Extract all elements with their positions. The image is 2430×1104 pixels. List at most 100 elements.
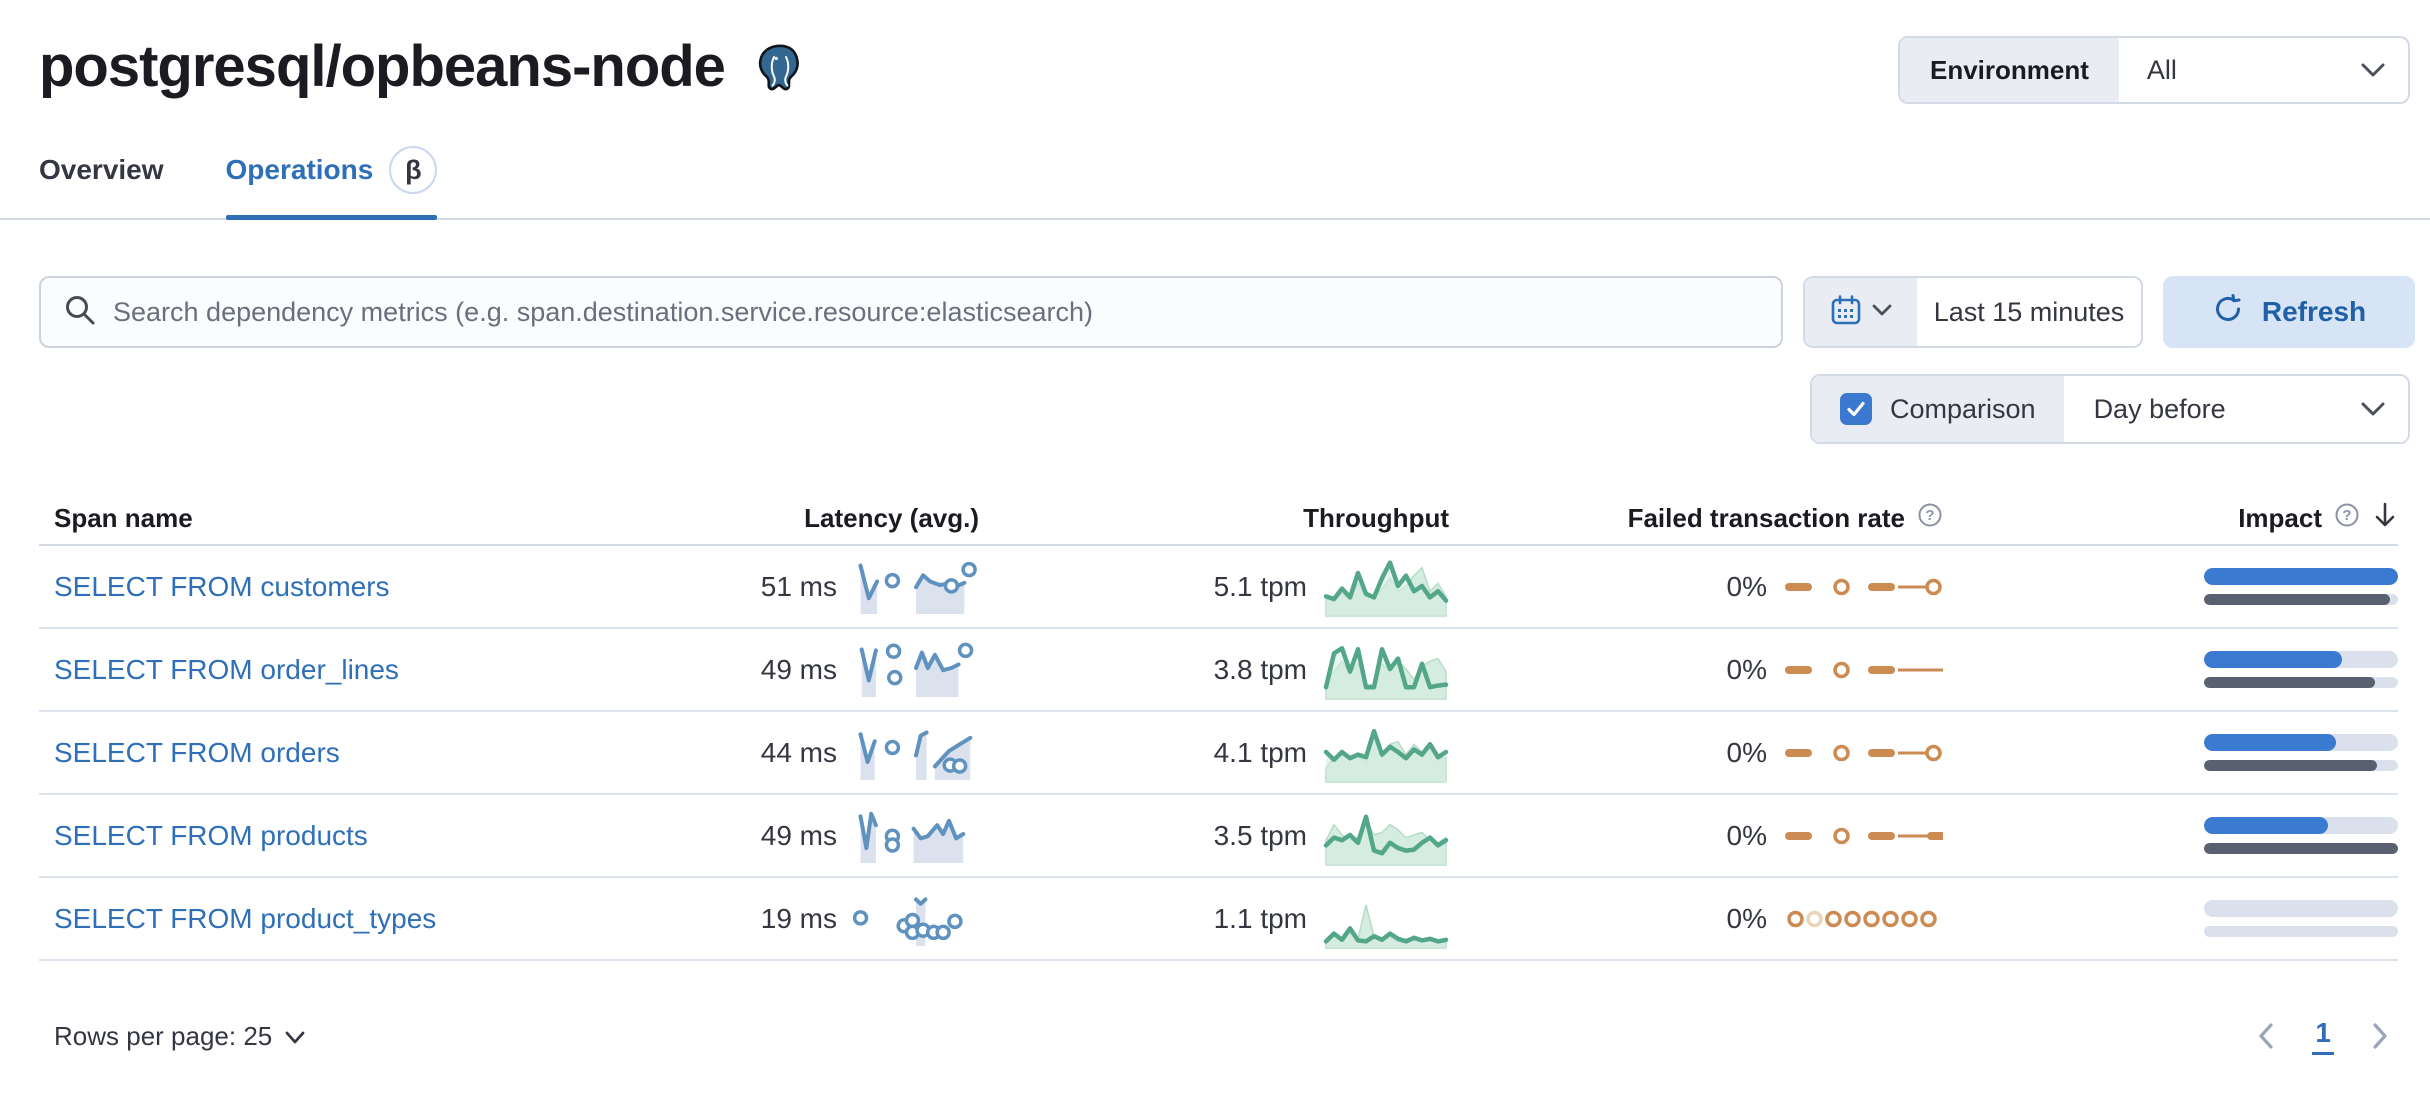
svg-text:?: ? (1925, 507, 1934, 524)
search-icon (63, 293, 97, 332)
impact-cell (1943, 651, 2398, 688)
impact-bar-previous (2204, 594, 2398, 605)
ftr-value: 0% (1726, 736, 1767, 768)
operations-table: Span name Latency (avg.) Throughput Fail… (39, 492, 2398, 961)
throughput-value: 3.5 tpm (1213, 819, 1307, 851)
failed-rate-sparkline (1785, 744, 1942, 761)
column-throughput: Throughput (1303, 502, 1449, 533)
impact-cell (1943, 734, 2398, 771)
chevron-down-icon (1872, 303, 1892, 322)
latency-sparkline (859, 642, 974, 697)
refresh-icon (2212, 293, 2244, 332)
throughput-value: 1.1 tpm (1213, 902, 1307, 934)
throughput-sparkline (1323, 559, 1449, 617)
table-row: SELECT FROM customers 51 ms 5.1 tpm 0% (39, 546, 2398, 629)
tabs-bar: Overview Operations β (0, 146, 2430, 220)
throughput-value: 3.8 tpm (1213, 653, 1307, 685)
table-header: Span name Latency (avg.) Throughput Fail… (39, 492, 2398, 546)
ftr-value: 0% (1726, 819, 1767, 851)
environment-label: Environment (1900, 38, 2119, 102)
table-row: SELECT FROM products 49 ms 3.5 tpm 0% (39, 795, 2398, 878)
failed-rate-sparkline (1785, 578, 1942, 595)
throughput-sparkline (1323, 814, 1449, 866)
time-range-value: Last 15 minutes (1933, 296, 2125, 327)
impact-bar-current (2204, 651, 2398, 668)
impact-bar-current (2204, 817, 2398, 834)
comparison-control: Comparison Day before (1810, 374, 2410, 444)
latency-sparkline (853, 896, 963, 946)
throughput-sparkline (1323, 645, 1449, 700)
latency-value: 49 ms (760, 819, 837, 851)
question-icon[interactable]: ? (1917, 502, 1943, 535)
throughput-sparkline (1323, 904, 1449, 949)
tab-overview[interactable]: Overview (39, 146, 164, 218)
comparison-select[interactable]: Day before (2063, 376, 2408, 442)
column-latency: Latency (avg.) (804, 502, 979, 533)
span-name-link[interactable]: SELECT FROM order_lines (54, 653, 399, 685)
sort-descending-icon (2372, 501, 2398, 536)
failed-rate-sparkline (1785, 827, 1943, 844)
tab-overview-label: Overview (39, 154, 164, 185)
impact-bar-previous (2204, 760, 2398, 771)
next-page-button[interactable] (2370, 1021, 2390, 1051)
ftr-value: 0% (1726, 570, 1767, 602)
search-input[interactable] (113, 296, 1759, 328)
page-header: postgresql/opbeans-node Environment All (0, 0, 2430, 104)
latency-value: 19 ms (760, 902, 837, 934)
chevron-down-icon (2360, 55, 2386, 86)
span-name-link[interactable]: SELECT FROM orders (54, 736, 340, 768)
failed-rate-sparkline (1785, 661, 1943, 678)
throughput-value: 5.1 tpm (1213, 570, 1307, 602)
impact-cell (1943, 900, 2398, 937)
search-box (39, 276, 1783, 348)
tab-operations-label: Operations (225, 154, 374, 185)
pagination: 1 (2256, 1017, 2390, 1055)
latency-sparkline (858, 811, 966, 863)
previous-page-button[interactable] (2256, 1021, 2276, 1051)
table-footer: Rows per page: 25 1 (54, 1017, 2390, 1055)
impact-cell (1943, 817, 2398, 854)
impact-bar-current (2204, 734, 2398, 751)
page-title: postgresql/opbeans-node (39, 34, 726, 99)
table-row: SELECT FROM order_lines 49 ms 3.8 tpm 0% (39, 629, 2398, 712)
table-body: SELECT FROM customers 51 ms 5.1 tpm 0% S… (39, 546, 2398, 961)
span-name-link[interactable]: SELECT FROM customers (54, 570, 390, 602)
column-ftr: Failed transaction rate ? (1449, 502, 1943, 535)
latency-sparkline (858, 730, 973, 780)
throughput-value: 4.1 tpm (1213, 736, 1307, 768)
table-row: SELECT FROM orders 44 ms 4.1 tpm 0% (39, 712, 2398, 795)
svg-text:?: ? (2342, 507, 2351, 524)
span-name-link[interactable]: SELECT FROM product_types (54, 902, 437, 934)
environment-value: All (2146, 54, 2177, 85)
date-picker[interactable]: Last 15 minutes (1803, 276, 2143, 348)
impact-cell (1943, 568, 2398, 605)
controls-row: Last 15 minutes Refresh (39, 276, 2415, 348)
impact-bar-previous (2204, 677, 2398, 688)
tab-operations[interactable]: Operations β (225, 146, 438, 220)
column-impact[interactable]: Impact ? (1943, 501, 2398, 536)
rows-per-page-button[interactable]: Rows per page: 25 (54, 1021, 306, 1052)
failed-rate-sparkline (1787, 910, 1937, 927)
ftr-value: 0% (1726, 902, 1767, 934)
latency-value: 49 ms (760, 653, 837, 685)
latency-value: 44 ms (760, 736, 837, 768)
rows-per-page-label: Rows per page: 25 (54, 1020, 273, 1051)
postgresql-logo-icon (753, 42, 807, 101)
environment-select[interactable]: Environment All (1898, 36, 2410, 104)
refresh-label: Refresh (2261, 296, 2367, 327)
impact-bar-current (2204, 900, 2398, 917)
latency-sparkline (858, 561, 977, 614)
span-name-link[interactable]: SELECT FROM products (54, 819, 368, 851)
comparison-checkbox[interactable] (1840, 393, 1872, 425)
impact-bar-previous (2204, 926, 2398, 937)
throughput-sparkline (1323, 728, 1449, 783)
impact-bar-current (2204, 568, 2398, 585)
table-row: SELECT FROM product_types 19 ms 1.1 tpm … (39, 878, 2398, 961)
comparison-label: Comparison (1890, 393, 2036, 424)
page-number[interactable]: 1 (2312, 1017, 2334, 1055)
chevron-down-icon (284, 1021, 306, 1052)
beta-badge: β (389, 146, 438, 194)
refresh-button[interactable]: Refresh (2163, 276, 2415, 348)
question-icon[interactable]: ? (2334, 502, 2360, 535)
latency-value: 51 ms (760, 570, 837, 602)
